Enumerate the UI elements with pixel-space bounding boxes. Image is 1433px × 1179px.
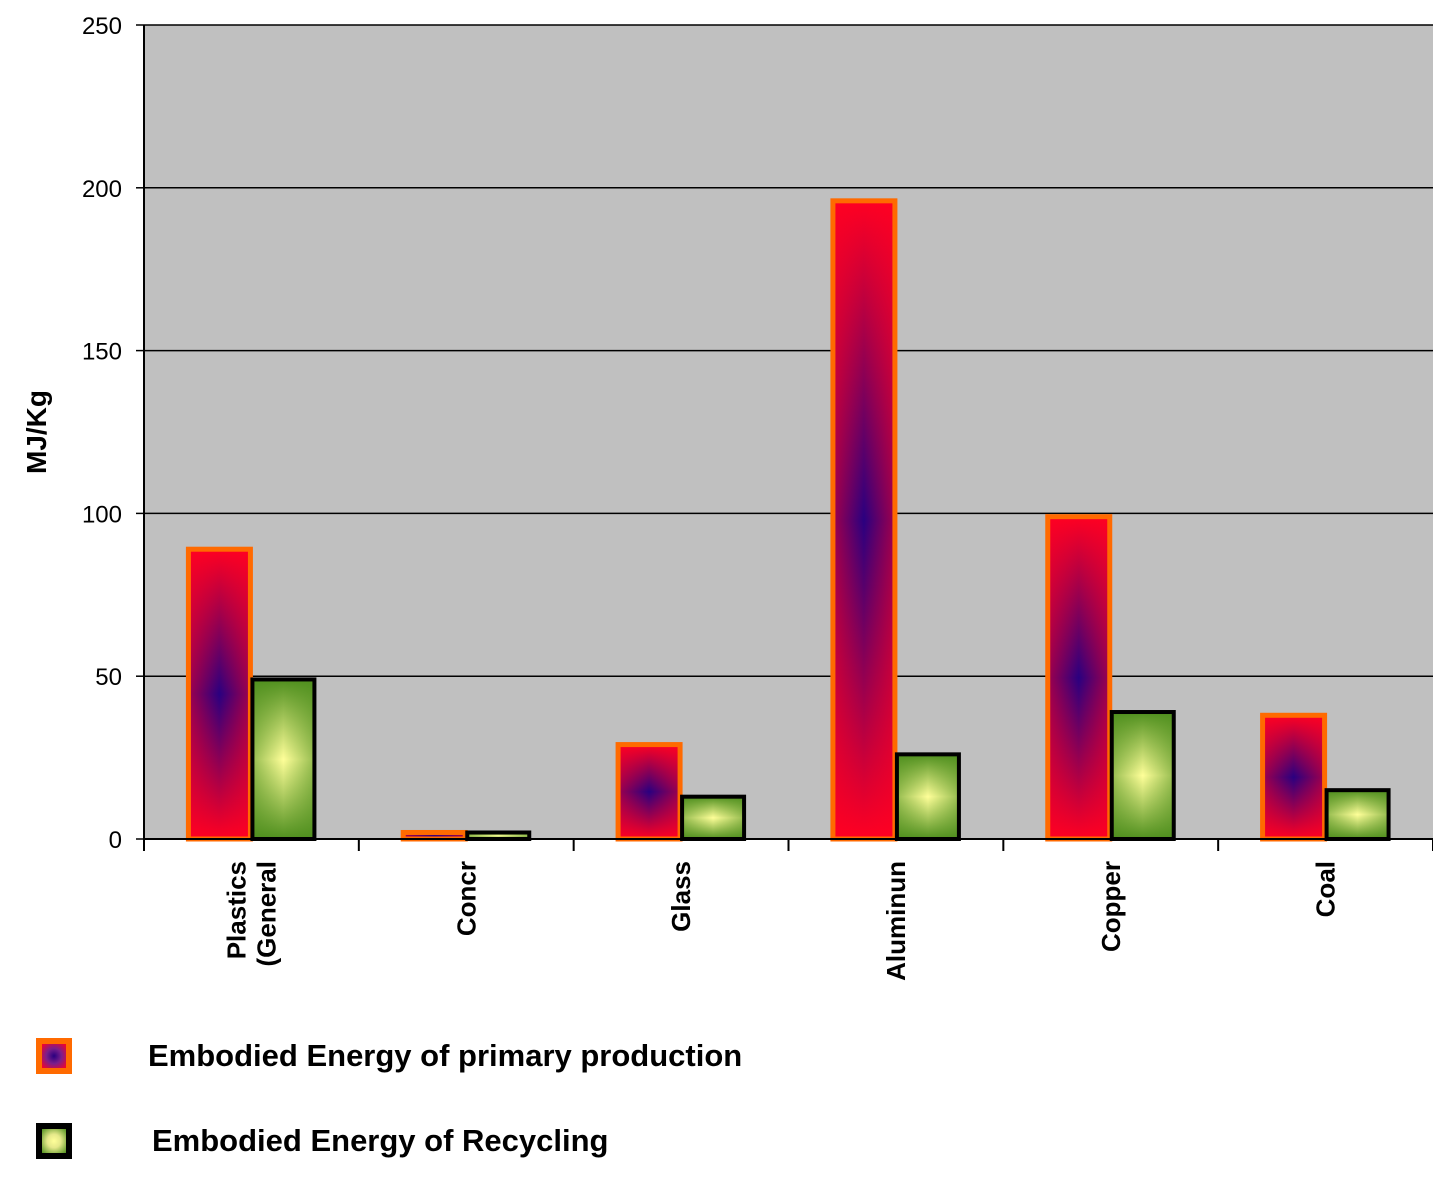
plot-area (144, 25, 1433, 839)
x-category-label: Concr (451, 861, 481, 936)
x-category-label: Glass (666, 861, 696, 932)
y-tick-label: 200 (82, 176, 122, 203)
legend-label-primary: Embodied Energy of primary production (148, 1038, 742, 1074)
legend-label-recycling: Embodied Energy of Recycling (152, 1123, 608, 1159)
bar-primary-4 (1048, 517, 1110, 839)
y-tick-label: 100 (82, 501, 122, 528)
bar-recycling-3 (897, 754, 959, 839)
x-category-label: Copper (1096, 861, 1126, 952)
legend-item-recycling: Embodied Energy of Recycling (36, 1123, 608, 1159)
bar-primary-2 (618, 745, 680, 839)
legend-item-primary: Embodied Energy of primary production (36, 1038, 742, 1074)
y-tick-label: 50 (95, 664, 122, 691)
x-category-label: Coal (1311, 861, 1341, 917)
bar-recycling-5 (1327, 790, 1389, 839)
x-category-label: (General (251, 861, 281, 967)
legend-swatch-recycling (36, 1123, 72, 1159)
bar-primary-3 (833, 201, 895, 839)
y-axis-title: MJ/Kg (21, 390, 52, 474)
legend-swatch-primary (36, 1038, 72, 1074)
bar-primary-0 (188, 549, 250, 839)
y-tick-label: 0 (109, 827, 122, 854)
y-tick-label: 150 (82, 339, 122, 366)
bar-recycling-2 (682, 797, 744, 839)
bar-recycling-0 (252, 679, 314, 839)
bar-primary-5 (1263, 715, 1325, 839)
y-tick-label: 250 (82, 13, 122, 40)
x-category-label: Aluminun (881, 861, 911, 981)
bar-recycling-4 (1112, 712, 1174, 839)
x-category-label: Plastics (221, 861, 251, 959)
